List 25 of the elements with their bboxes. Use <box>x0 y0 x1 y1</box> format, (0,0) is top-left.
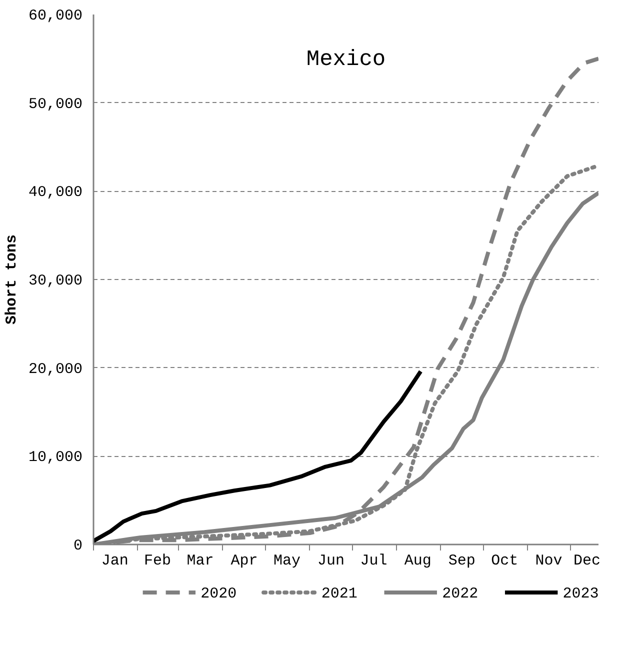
x-tick-label: Feb <box>144 552 172 570</box>
x-tick-label: Dec <box>573 552 601 570</box>
x-tick-label: Nov <box>535 552 562 570</box>
text: Mexico <box>306 47 386 72</box>
x-tick-label: Jul <box>360 552 388 570</box>
y-tick-label: 10,000 <box>28 449 83 466</box>
y-tick-label: 50,000 <box>28 96 83 113</box>
x-tick-label: Jan <box>101 552 128 570</box>
x-tick-label: Oct <box>491 552 518 570</box>
legend-label: 2021 <box>321 586 358 602</box>
x-tick-label: May <box>273 552 300 570</box>
legend-label: 2023 <box>562 586 599 602</box>
y-tick-label: 20,000 <box>28 360 83 378</box>
x-tick-label: Sep <box>448 552 476 570</box>
y-tick-label: 30,000 <box>28 272 83 290</box>
y-axis-title: Short tons <box>3 234 20 325</box>
y-tick-label: 40,000 <box>28 184 83 202</box>
y-tick-label: 0 <box>74 538 83 554</box>
legend-label: 2022 <box>442 586 478 602</box>
y-tick-label: 60,000 <box>28 8 83 24</box>
x-tick-label: Apr <box>230 552 258 570</box>
x-tick-label: Mar <box>186 552 214 570</box>
legend-label: 2020 <box>200 586 237 602</box>
x-tick-label: Jun <box>318 552 345 570</box>
x-tick-label: Aug <box>404 552 432 570</box>
